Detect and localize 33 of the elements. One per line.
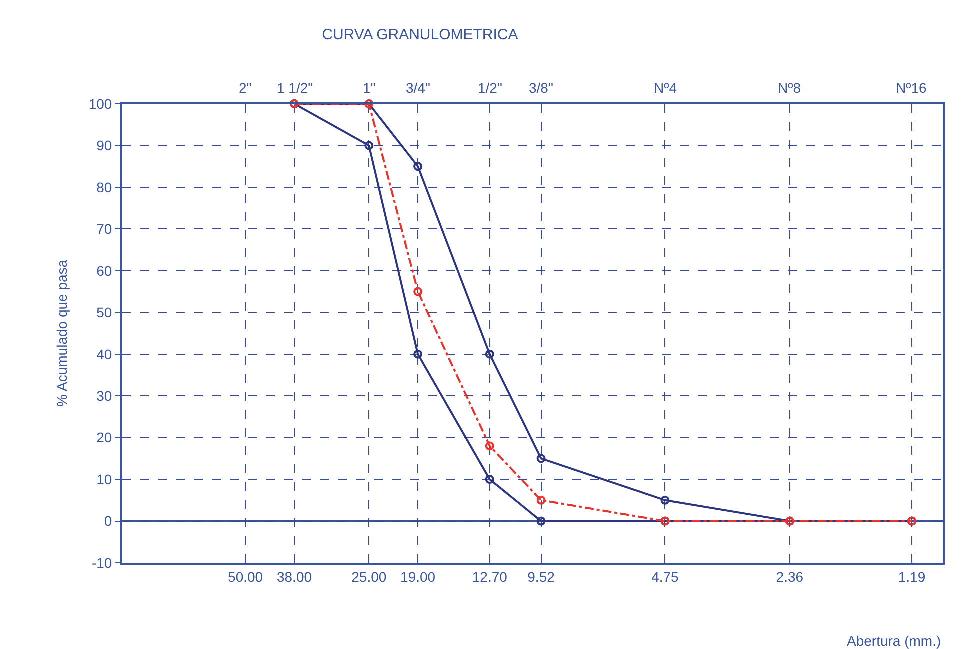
- text: 1 1/2": [277, 80, 314, 96]
- text: 2": [239, 80, 252, 96]
- x-tick-label: 1.19: [898, 568, 926, 585]
- x-tick-label: 38.00: [276, 568, 312, 585]
- y-tick-label: -10: [92, 554, 112, 571]
- text: Nº4: [654, 80, 678, 96]
- y-tick-label: 60: [96, 262, 112, 279]
- text: 1/2": [478, 80, 502, 96]
- x-tick-label: 4.75: [652, 568, 680, 585]
- x-axis-title: Abertura (mm.): [847, 633, 942, 649]
- y-tick-label: 20: [96, 430, 112, 446]
- text: 3/8": [529, 80, 554, 96]
- y-tick-label: 50: [96, 304, 112, 321]
- text: Nº8: [778, 80, 802, 96]
- x-tick-label: 25.00: [352, 568, 387, 585]
- x-tick-label: 12.70: [472, 568, 508, 585]
- x-tick-label: 9.52: [528, 568, 556, 585]
- y-tick-label: 70: [96, 221, 112, 238]
- y-tick-label: 90: [96, 138, 112, 154]
- text: 3/4": [406, 80, 430, 96]
- y-tick-label: 80: [96, 179, 112, 196]
- chart-title: CURVA GRANULOMETRICA: [322, 26, 518, 44]
- y-axis-title: % Acumulado que pasa: [54, 260, 70, 408]
- text: Nº16: [896, 80, 928, 96]
- x-tick-label: 19.00: [400, 568, 436, 585]
- x-tick-label: 50.00: [228, 568, 264, 585]
- y-tick-label: 30: [96, 388, 112, 404]
- y-tick-label: 0: [104, 513, 112, 530]
- x-tick-label: 2.36: [776, 568, 804, 585]
- y-tick-label: 100: [88, 96, 112, 112]
- y-tick-label: 10: [96, 471, 112, 488]
- text: 1": [363, 80, 376, 96]
- y-tick-label: 40: [96, 346, 112, 362]
